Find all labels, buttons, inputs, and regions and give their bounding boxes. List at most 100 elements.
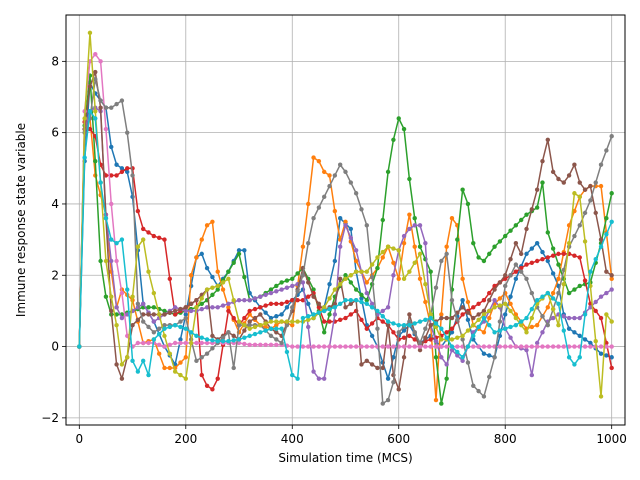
data-point bbox=[290, 276, 295, 282]
data-point bbox=[188, 308, 194, 314]
data-point bbox=[343, 219, 348, 224]
data-point bbox=[444, 244, 449, 249]
data-point bbox=[353, 344, 359, 349]
data-point bbox=[588, 340, 593, 346]
data-point bbox=[258, 305, 263, 310]
series-lines bbox=[77, 30, 614, 406]
data-point bbox=[327, 281, 332, 287]
data-point bbox=[380, 314, 385, 319]
data-point bbox=[220, 335, 226, 340]
data-point bbox=[343, 273, 348, 278]
data-point bbox=[550, 344, 556, 349]
data-point bbox=[242, 328, 247, 333]
data-point bbox=[465, 299, 471, 305]
data-point bbox=[119, 98, 125, 103]
data-point bbox=[508, 344, 513, 349]
data-point bbox=[556, 290, 561, 296]
data-point bbox=[385, 344, 391, 349]
data-point bbox=[497, 239, 503, 244]
data-point bbox=[135, 369, 141, 374]
y-tick-label: 6 bbox=[51, 126, 59, 140]
data-point bbox=[311, 155, 316, 160]
data-point bbox=[508, 257, 513, 262]
data-point bbox=[439, 315, 444, 321]
data-point bbox=[513, 223, 519, 228]
data-point bbox=[577, 194, 582, 200]
data-point bbox=[534, 340, 540, 346]
data-point bbox=[476, 344, 481, 349]
data-point bbox=[87, 126, 93, 132]
data-point bbox=[513, 315, 519, 321]
data-point bbox=[156, 235, 162, 241]
data-point bbox=[407, 322, 412, 328]
data-point bbox=[103, 173, 109, 178]
data-point bbox=[524, 251, 529, 257]
data-point bbox=[545, 230, 550, 235]
data-point bbox=[572, 344, 577, 349]
data-point bbox=[449, 315, 455, 321]
data-point bbox=[385, 244, 391, 249]
data-point bbox=[183, 312, 188, 317]
data-point bbox=[327, 306, 332, 312]
data-point bbox=[582, 344, 588, 349]
data-point bbox=[545, 305, 550, 310]
data-point bbox=[364, 290, 369, 296]
data-point bbox=[556, 344, 561, 349]
data-point bbox=[561, 180, 566, 185]
data-point bbox=[156, 326, 162, 331]
data-point bbox=[183, 326, 188, 331]
data-point bbox=[566, 290, 572, 296]
data-point bbox=[306, 314, 311, 319]
data-point bbox=[322, 194, 327, 200]
data-point bbox=[481, 344, 487, 349]
data-point bbox=[524, 344, 529, 349]
data-point bbox=[407, 176, 412, 182]
data-point bbox=[188, 301, 194, 306]
data-point bbox=[396, 276, 401, 282]
data-point bbox=[98, 98, 103, 103]
data-point bbox=[183, 340, 188, 346]
data-point bbox=[268, 301, 274, 306]
data-point bbox=[343, 315, 348, 321]
data-point bbox=[529, 372, 535, 378]
data-point bbox=[582, 210, 588, 216]
data-point bbox=[194, 340, 199, 346]
data-point bbox=[534, 298, 540, 303]
data-point bbox=[460, 355, 465, 360]
data-point bbox=[279, 287, 284, 292]
data-point bbox=[151, 312, 157, 317]
data-point bbox=[577, 283, 582, 289]
data-point bbox=[332, 312, 338, 317]
data-point bbox=[226, 330, 231, 335]
data-point bbox=[481, 308, 487, 314]
data-point bbox=[316, 205, 322, 210]
data-point bbox=[109, 294, 114, 299]
data-point bbox=[322, 319, 327, 324]
data-point bbox=[513, 322, 519, 328]
data-point bbox=[476, 317, 481, 323]
data-point bbox=[593, 180, 598, 185]
data-point bbox=[545, 344, 550, 349]
data-point bbox=[588, 183, 593, 189]
data-point bbox=[172, 308, 178, 314]
data-point bbox=[274, 301, 279, 306]
data-point bbox=[236, 322, 242, 328]
axis-ticks: 0 200 400 600 800 1000 −2 0 2 4 6 8 bbox=[41, 54, 627, 446]
data-point bbox=[508, 308, 513, 314]
data-point bbox=[130, 294, 135, 299]
data-point bbox=[337, 344, 343, 349]
data-point bbox=[348, 280, 354, 285]
data-point bbox=[178, 306, 183, 312]
data-point bbox=[146, 305, 151, 310]
data-point bbox=[114, 162, 119, 167]
data-point bbox=[114, 362, 119, 367]
data-point bbox=[449, 347, 455, 353]
data-point bbox=[156, 342, 162, 347]
data-point bbox=[348, 180, 354, 185]
data-point bbox=[295, 319, 300, 324]
data-point bbox=[114, 305, 119, 310]
data-point bbox=[588, 269, 593, 274]
data-point bbox=[428, 269, 433, 274]
data-point bbox=[540, 257, 545, 262]
data-point bbox=[93, 76, 98, 82]
